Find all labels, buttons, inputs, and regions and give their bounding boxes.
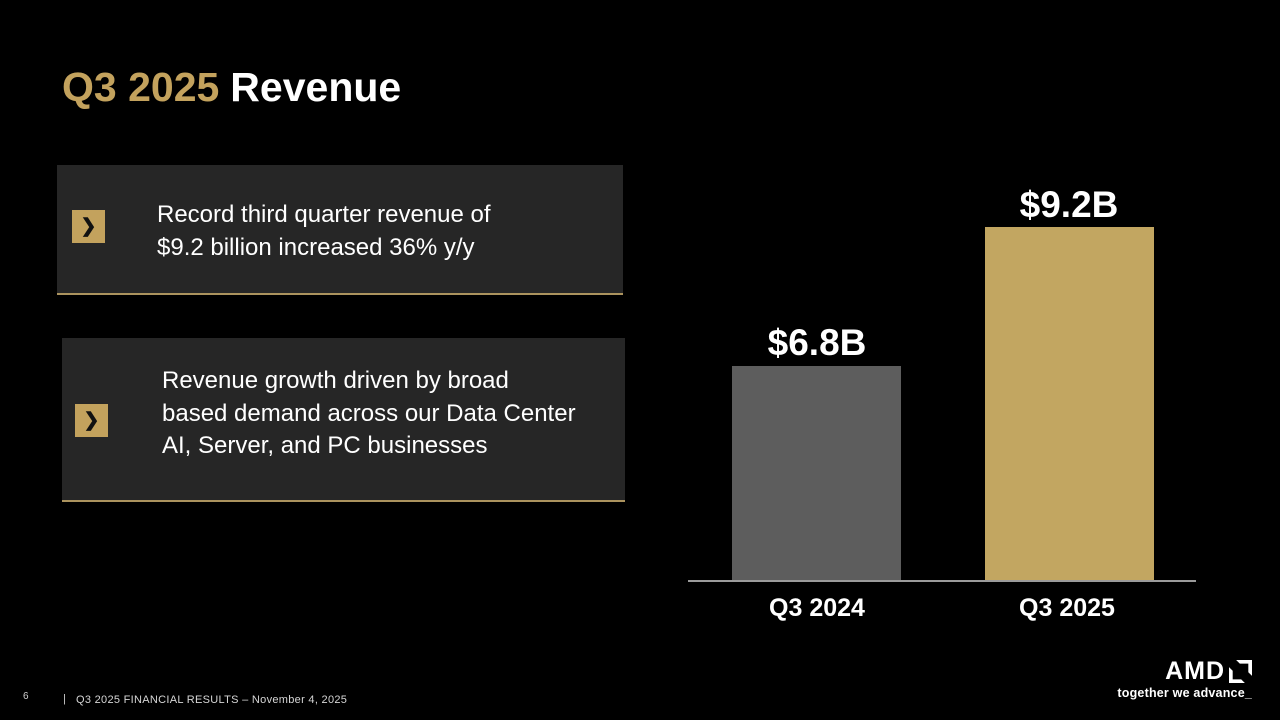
bullet-box-growth-drivers: ❯ Revenue growth driven by broad based d…	[62, 338, 625, 502]
bullet-box-revenue-record: ❯ Record third quarter revenue of $9.2 b…	[57, 165, 623, 295]
page-title: Q3 2025 Revenue	[62, 64, 401, 110]
amd-logo: AMD together we advance_	[1117, 659, 1252, 700]
title-highlight: Q3 2025	[62, 64, 220, 110]
bullet-text: Record third quarter revenue of $9.2 bil…	[157, 201, 491, 261]
bar-value-label: $6.8B	[767, 322, 867, 363]
amd-wordmark: AMD	[1165, 657, 1225, 685]
x-axis-label: Q3 2025	[1019, 594, 1115, 622]
bar-value-label: $9.2B	[1019, 184, 1119, 225]
chevron-right-icon: ❯	[72, 210, 105, 243]
footer-text: Q3 2025 FINANCIAL RESULTS – November 4, …	[76, 694, 348, 706]
bullet-text: Revenue growth driven by broad based dem…	[162, 367, 576, 459]
title-rest: Revenue	[230, 64, 402, 110]
chevron-right-icon: ❯	[75, 404, 108, 437]
footer-divider: |	[63, 693, 66, 705]
x-axis-label: Q3 2024	[769, 594, 865, 622]
bar-q3-2024	[732, 366, 901, 580]
amd-arrow-icon	[1229, 660, 1252, 683]
slide-footer: 6 | Q3 2025 FINANCIAL RESULTS – November…	[0, 688, 1280, 712]
amd-tagline: together we advance_	[1117, 686, 1252, 700]
amd-logo-row: AMD	[1165, 659, 1252, 684]
x-axis-line	[688, 580, 1196, 582]
page-number: 6	[23, 691, 29, 702]
bar-q3-2025	[985, 227, 1154, 580]
